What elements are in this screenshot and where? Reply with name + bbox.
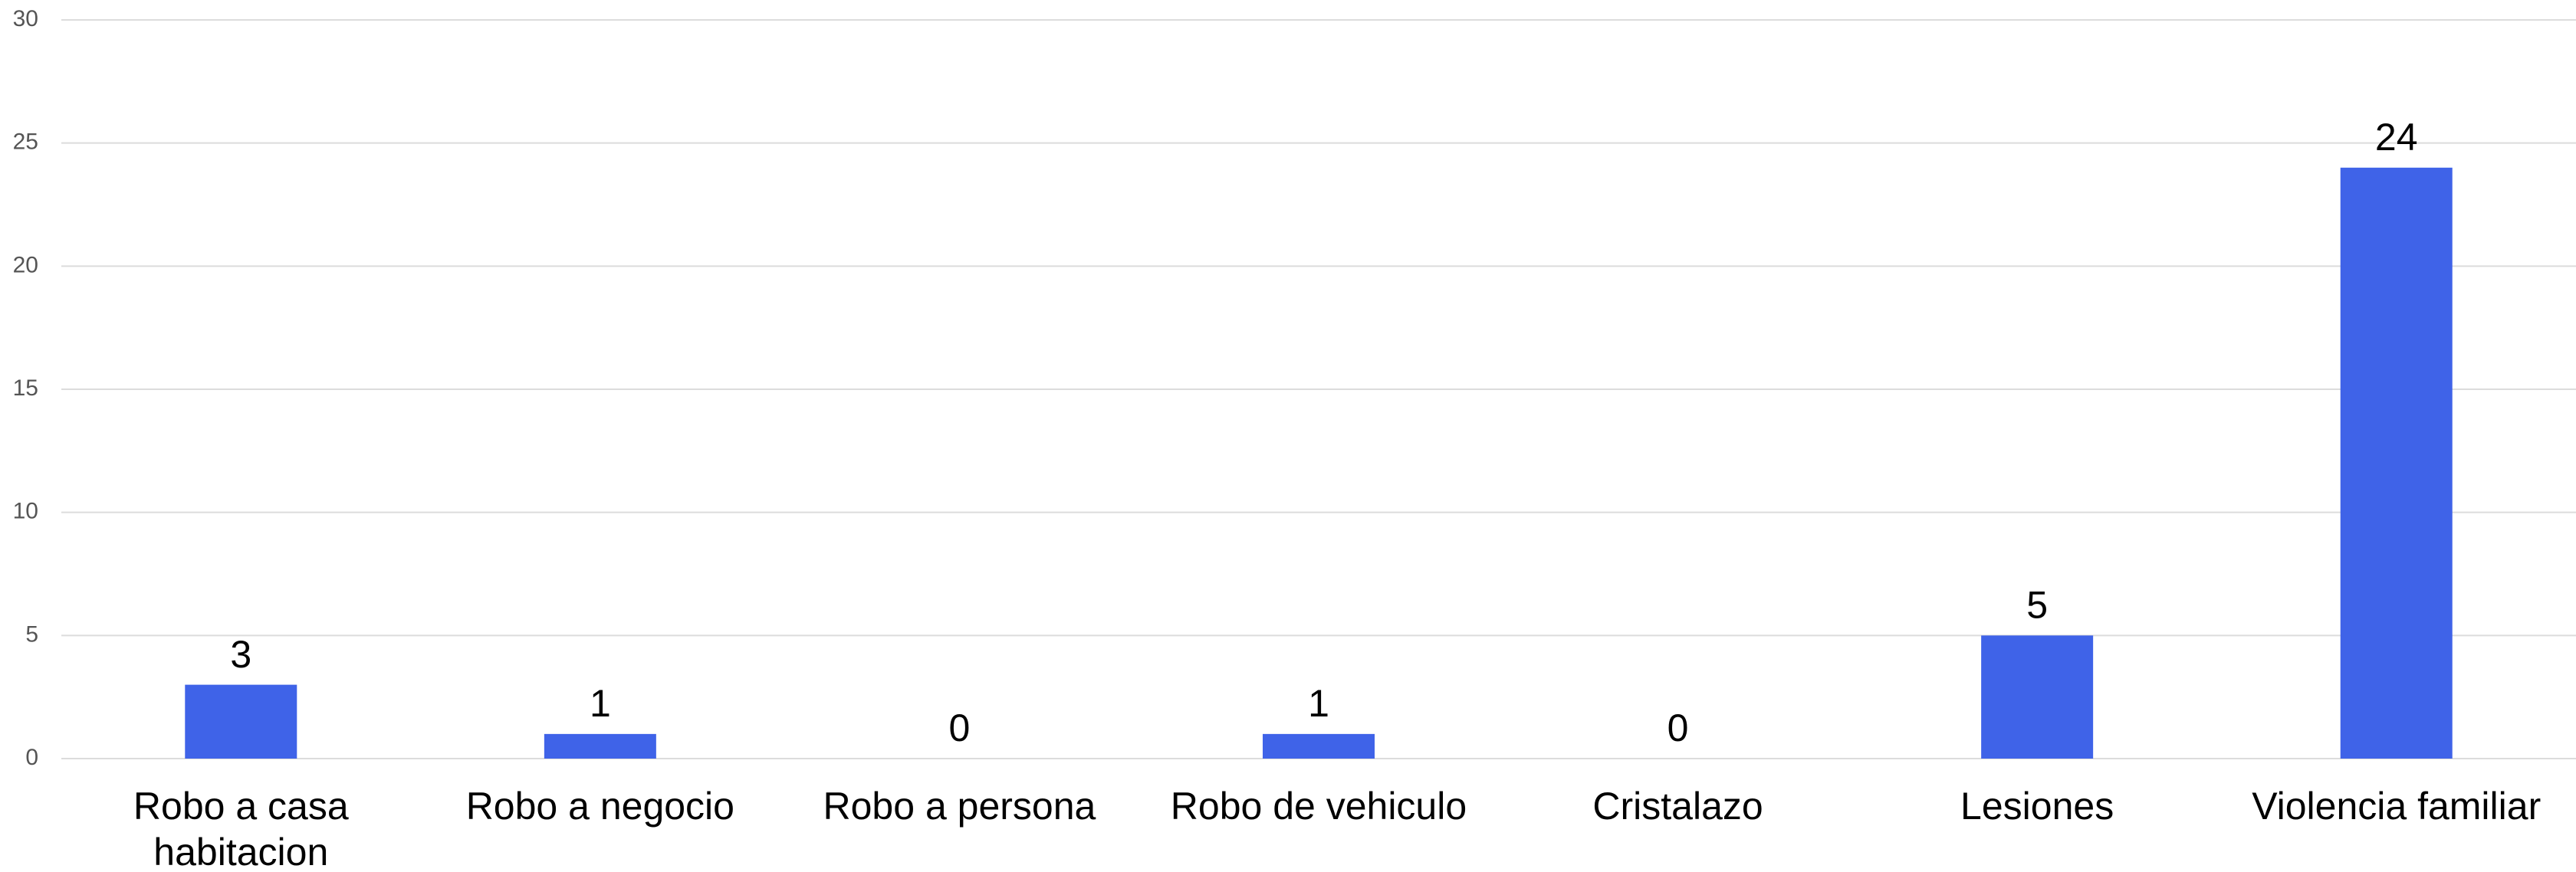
value-label: 0 — [1668, 706, 1689, 749]
y-tick-label: 25 — [13, 129, 38, 155]
value-label: 1 — [1308, 682, 1329, 725]
y-tick-label: 0 — [25, 745, 38, 770]
value-label: 24 — [2375, 116, 2418, 159]
x-tick-label: Lesiones — [1960, 785, 2114, 828]
y-tick-label: 20 — [13, 252, 38, 277]
bar — [1981, 635, 2094, 759]
x-tick-label: Robo a negocio — [465, 785, 734, 828]
x-tick-label: Robo a casa habitacion — [133, 785, 349, 872]
bar — [544, 733, 656, 759]
x-tick-label: Robo de vehiculo — [1170, 785, 1467, 828]
bar — [1263, 733, 1375, 759]
value-label: 5 — [2026, 584, 2048, 627]
value-label: 0 — [949, 706, 971, 749]
value-label: 1 — [590, 682, 611, 725]
x-tick-label: Violencia familiar — [2252, 785, 2542, 828]
x-tick-label: Cristalazo — [1592, 785, 1763, 828]
y-tick-label: 10 — [13, 499, 38, 524]
y-tick-label: 5 — [25, 621, 38, 647]
x-tick-label: Robo a persona — [823, 785, 1096, 828]
value-label: 3 — [230, 633, 251, 676]
bar — [185, 684, 297, 759]
bar — [2340, 167, 2453, 759]
y-tick-label: 15 — [13, 375, 38, 401]
y-tick-label: 30 — [13, 6, 38, 31]
